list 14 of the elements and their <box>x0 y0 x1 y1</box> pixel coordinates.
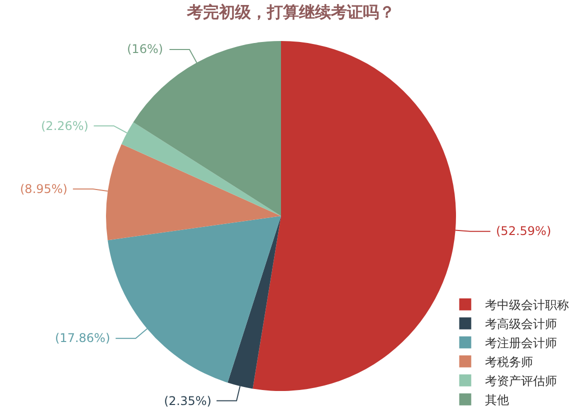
legend-label: 其他 <box>485 393 510 407</box>
data-label: (16%) <box>127 42 164 56</box>
data-label: (2.35%) <box>164 394 212 408</box>
data-label: (52.59%) <box>496 224 552 238</box>
legend-label: 考高级会计师 <box>485 317 558 331</box>
data-label: (17.86%) <box>55 331 110 345</box>
data-label: (2.26%) <box>41 119 88 133</box>
legend-label: 考注册会计师 <box>485 336 558 350</box>
data-label: (8.95%) <box>20 182 68 196</box>
pie-slice <box>108 216 281 383</box>
legend-label: 考税务师 <box>485 355 534 369</box>
legend-label: 考中级会计职称 <box>485 298 570 312</box>
legend-label: 考资产评估师 <box>485 374 558 388</box>
chart-title: 考完初级，打算继续考证吗？ <box>186 2 395 22</box>
